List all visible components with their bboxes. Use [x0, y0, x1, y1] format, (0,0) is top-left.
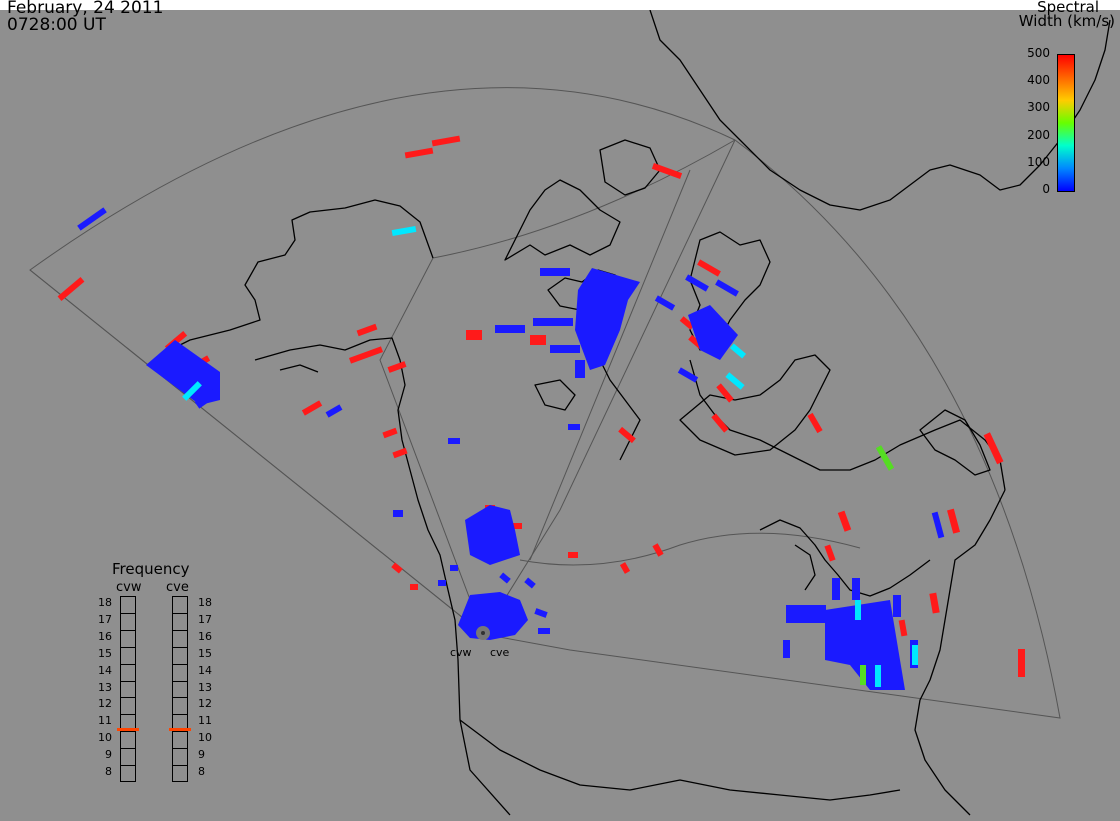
- frequency-gauge-divider: [120, 748, 136, 750]
- frequency-level-label: 9: [105, 748, 112, 762]
- colorbar-title-line2: Width (km/s): [1018, 12, 1115, 30]
- frequency-radar-left: cvw: [116, 580, 142, 595]
- frequency-radar-right: cve: [166, 580, 189, 595]
- frequency-gauge-divider: [120, 714, 136, 716]
- frequency-gauge-divider: [172, 748, 188, 750]
- frequency-indicator: [117, 728, 139, 732]
- frequency-gauge-cvw: [120, 596, 136, 782]
- colorbar-tick-label: 500: [1027, 46, 1050, 60]
- frequency-gauge-divider: [172, 629, 188, 631]
- colorbar-tick-label: 0: [1042, 182, 1050, 196]
- frequency-level-label: 10: [98, 731, 112, 745]
- frequency-level-label: 14: [98, 663, 112, 677]
- frequency-level-label: 13: [98, 680, 112, 694]
- frequency-gauge-divider: [172, 646, 188, 648]
- site-label-cvw: cvw: [450, 646, 472, 659]
- frequency-gauge-divider: [120, 731, 136, 733]
- frequency-gauge-divider: [172, 663, 188, 665]
- frequency-level-label: 10: [198, 731, 212, 745]
- colorbar-title-line1: Spectral: [1037, 0, 1099, 16]
- frequency-level-label: 11: [198, 714, 212, 728]
- frequency-level-label: 13: [198, 680, 212, 694]
- frequency-gauge-divider: [172, 714, 188, 716]
- frequency-gauge-divider: [120, 663, 136, 665]
- time-label: 0728:00 UT: [7, 15, 106, 35]
- coastlines: [159, 10, 1111, 816]
- frequency-gauge-divider: [172, 680, 188, 682]
- colorbar-tick-label: 300: [1027, 100, 1050, 115]
- frequency-gauge-divider: [120, 697, 136, 699]
- site-label-cve: cve: [490, 646, 510, 659]
- colorbar-tick-label: 200: [1027, 127, 1050, 142]
- frequency-gauge-divider: [120, 646, 136, 648]
- frequency-level-label: 17: [98, 612, 112, 626]
- frequency-title: Frequency: [112, 560, 190, 578]
- frequency-level-label: 14: [198, 663, 212, 677]
- colorbar-gradient: [1057, 54, 1075, 192]
- frequency-level-label: 11: [98, 714, 112, 728]
- frequency-gauge-divider: [120, 680, 136, 682]
- colorbar-tick-label: 100: [1027, 154, 1050, 169]
- frequency-level-label: 12: [198, 697, 212, 711]
- frequency-gauge-divider: [172, 697, 188, 699]
- frequency-gauge-divider: [172, 731, 188, 733]
- frequency-level-label: 8: [198, 765, 205, 778]
- frequency-gauge-divider: [120, 612, 136, 614]
- frequency-level-label: 16: [198, 629, 212, 643]
- frequency-gauge-divider: [120, 765, 136, 766]
- colorbar-tick-label: 400: [1027, 73, 1050, 88]
- frequency-level-label: 16: [98, 629, 112, 643]
- frequency-level-label: 17: [198, 612, 212, 626]
- frequency-level-label: 9: [198, 748, 205, 762]
- fov-outline: [29, 87, 1061, 719]
- frequency-gauge-cve: [172, 596, 188, 782]
- frequency-level-label: 15: [98, 646, 112, 660]
- radar-site-marker: [476, 626, 490, 640]
- map-canvas: [29, 10, 1111, 816]
- frequency-level-label: 18: [98, 596, 112, 609]
- frequency-level-label: 12: [98, 697, 112, 711]
- date-label: February, 24 2011: [7, 0, 164, 18]
- frequency-level-label: 8: [105, 765, 112, 778]
- frequency-level-label: 15: [198, 646, 212, 660]
- frequency-gauge-divider: [120, 629, 136, 631]
- frequency-gauge-divider: [172, 765, 188, 766]
- frequency-indicator: [169, 728, 191, 732]
- frequency-gauge-divider: [172, 612, 188, 614]
- scatter-tiles: [57, 135, 1025, 690]
- map-panel[interactable]: [0, 10, 1120, 821]
- frequency-level-label: 18: [198, 596, 212, 609]
